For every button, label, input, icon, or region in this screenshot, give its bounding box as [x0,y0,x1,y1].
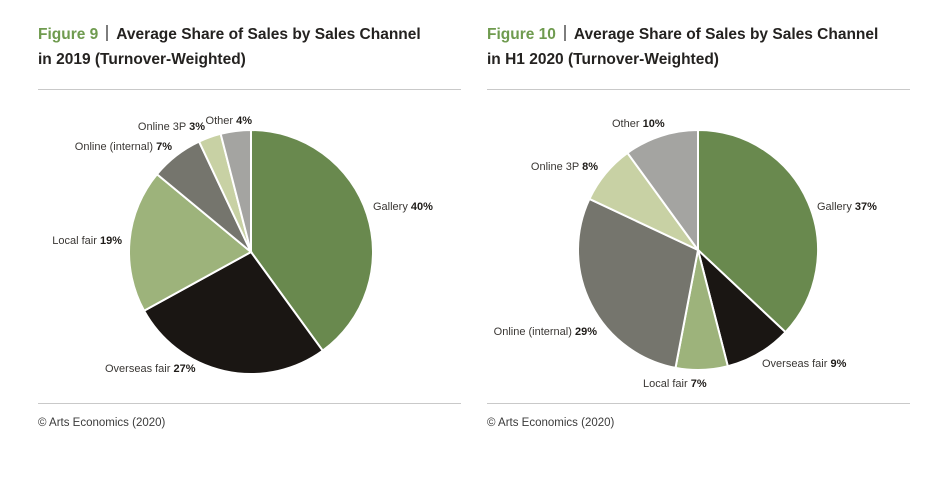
figure-9-title-line1: Average Share of Sales by Sales Channel [116,26,421,43]
slice-label-text: Online 3P [137,121,190,133]
figure-9-number: Figure 9 [38,26,99,43]
divider-line [38,89,461,90]
figure-9-title-text: Average Share of Sales by Sales Channel i… [38,26,421,68]
figure-10-title: Figure 10 Average Share of Sales by Sales… [487,22,910,72]
slice-value: 40% [410,201,433,213]
slice-label-local-fair: Local fair 7% [643,377,707,391]
title-separator-bar [563,25,566,41]
slice-label-text: Other [205,115,237,127]
slice-label-gallery: Gallery 40% [373,200,433,214]
source-credit: © Arts Economics (2020) [487,417,615,429]
slice-value: 7% [690,378,707,390]
slice-value: 29% [574,326,597,338]
pie-chart-region-h1-2020: Gallery 37% Overseas fair 9% Local fair 7%… [487,90,910,403]
pie-chart-figure-10 [577,128,820,371]
figure-10-title-line2: in H1 2020 (Turnover-Weighted) [487,51,719,68]
source-credit: © Arts Economics (2020) [38,417,166,429]
slice-label-gallery: Gallery 37% [817,200,877,214]
pie-chart-figure-9 [128,128,374,375]
figure-9-title: Figure 9 Average Share of Sales by Sales … [38,22,461,72]
figure-9-title-line2: in 2019 (Turnover-Weighted) [38,51,246,68]
slice-label-text: Gallery [373,201,411,213]
slice-value: 9% [830,358,847,370]
pie-slice-online-internal [577,197,700,370]
title-separator-bar [106,25,109,41]
pie-chart-region-2019: Gallery 40% Overseas fair 27% Local fair 1… [38,90,461,403]
slice-label-text: Online 3P [530,161,583,173]
divider-line [487,403,910,404]
slice-label-online-3p: Online 3P 8% [531,160,598,174]
slice-label-local-fair: Local fair 19% [52,234,122,248]
slice-label-text: Local fair [52,235,100,247]
divider-line [38,403,461,404]
slice-value: 3% [189,121,205,133]
slice-label-online-3p: Online 3P 3% [138,120,205,134]
slice-value: 37% [854,201,877,213]
figure-9-panel: Figure 9 Average Share of Sales by Sales … [38,22,461,429]
slice-label-overseas-fair: Overseas fair 27% [105,362,196,376]
slice-label-text: Local fair [643,378,691,390]
slice-label-text: Online (internal) [74,141,157,153]
slice-label-online-internal: Online (internal) 7% [75,140,172,154]
slice-value: 19% [99,235,122,247]
slice-label-text: Online (internal) [493,326,575,338]
slice-label-online-internal: Online (internal) 29% [494,325,597,339]
figure-10-title-text: Average Share of Sales by Sales Channel i… [487,26,878,68]
slice-label-other: Other 4% [206,114,252,128]
pie-slice-overseas-fair [142,250,325,375]
slice-label-text: Other [612,118,643,130]
divider-line [487,89,910,90]
slice-label-text: Overseas fair [762,358,831,370]
slice-value: 27% [173,363,196,375]
figure-10-number: Figure 10 [487,26,556,43]
slice-value: 8% [582,161,598,173]
slice-value: 4% [236,115,252,127]
slice-label-overseas-fair: Overseas fair 9% [762,357,846,371]
pie-slice-gallery [250,128,374,353]
pie-slice-other [626,128,699,254]
pie-slice-gallery [697,128,820,334]
slice-value: 10% [642,118,665,130]
pie-slice-other [219,128,252,253]
slice-label-text: Gallery [817,201,855,213]
slice-label-other: Other 10% [612,117,665,131]
slice-label-text: Overseas fair [105,363,174,375]
figure-10-title-line1: Average Share of Sales by Sales Channel [573,26,879,43]
slice-value: 7% [156,141,172,153]
pie-slice-local-fair [128,172,253,313]
figure-10-panel: Figure 10 Average Share of Sales by Sales… [487,22,910,429]
